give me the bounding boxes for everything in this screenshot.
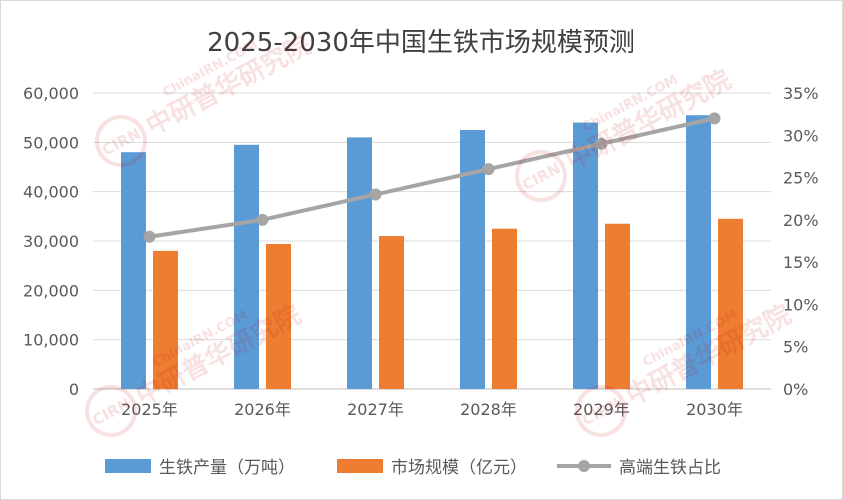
legend-swatch (337, 459, 383, 473)
right-tick-label: 35% (783, 84, 819, 103)
bar-output (573, 122, 598, 389)
left-tick-label: 40,000 (23, 183, 79, 202)
bar-market-size (379, 236, 404, 389)
legend-label: 生铁产量（万吨） (159, 458, 295, 478)
bar-market-size (718, 218, 743, 389)
left-axis-ticks: 0 10,000 20,000 30,000 40,000 50,000 60,000 (23, 84, 79, 399)
bar-output (121, 152, 146, 389)
category-label: 2027年 (347, 400, 404, 419)
left-tick-label: 10,000 (23, 331, 79, 350)
left-tick-label: 20,000 (23, 281, 79, 300)
bar-output (686, 115, 711, 389)
category-label: 2026年 (234, 400, 291, 419)
left-tick-label: 50,000 (23, 133, 79, 152)
right-tick-label: 5% (783, 338, 808, 357)
right-axis-ticks: 0% 5% 10% 15% 20% 25% 30% 35% (783, 84, 819, 399)
watermark-logo-ring (85, 385, 137, 437)
legend-label: 市场规模（亿元） (391, 458, 527, 478)
left-tick-label: 0 (69, 380, 79, 399)
gridlines (93, 92, 771, 390)
line-point (708, 112, 721, 125)
bar-market-size (153, 250, 178, 389)
line-point (256, 213, 269, 226)
category-axis: 2025年 2026年 2027年 2028年 2029年 2030年 (121, 400, 743, 419)
bar-market-size (492, 228, 517, 389)
line-point (143, 230, 156, 243)
category-label: 2030年 (686, 400, 743, 419)
bar-market-size (266, 243, 291, 389)
bar-market-size (605, 223, 630, 389)
right-tick-label: 10% (783, 295, 819, 314)
category-label: 2028年 (460, 400, 517, 419)
legend: 生铁产量（万吨） 市场规模（亿元） 高端生铁占比 (105, 458, 721, 478)
bar-output (234, 144, 259, 389)
watermark-logo-ring (575, 385, 627, 437)
right-tick-label: 25% (783, 169, 819, 188)
bars (121, 115, 743, 389)
watermark-logo-text: CIRN (519, 159, 563, 194)
category-label: 2029年 (573, 400, 630, 419)
line-point (595, 137, 608, 150)
legend-swatch-point (578, 460, 590, 472)
line-high-end-share (149, 116, 715, 239)
legend-label: 高端生铁占比 (619, 458, 721, 478)
chart-title: 2025-2030年中国生铁市场规模预测 (207, 28, 635, 58)
watermark-logo-text: CIRN (89, 394, 133, 429)
legend-swatch (105, 459, 151, 473)
left-tick-label: 30,000 (23, 232, 79, 251)
right-tick-label: 0% (783, 380, 808, 399)
category-label: 2025年 (121, 400, 178, 419)
right-tick-label: 30% (783, 126, 819, 145)
line-point (482, 163, 495, 176)
bar-output (347, 137, 372, 389)
right-tick-label: 15% (783, 253, 819, 272)
watermark-logo-ring (95, 115, 147, 167)
line-point (369, 188, 382, 201)
watermark-logo-ring (515, 150, 567, 202)
right-tick-label: 20% (783, 211, 819, 230)
line-series (143, 112, 721, 243)
left-tick-label: 60,000 (23, 84, 79, 103)
